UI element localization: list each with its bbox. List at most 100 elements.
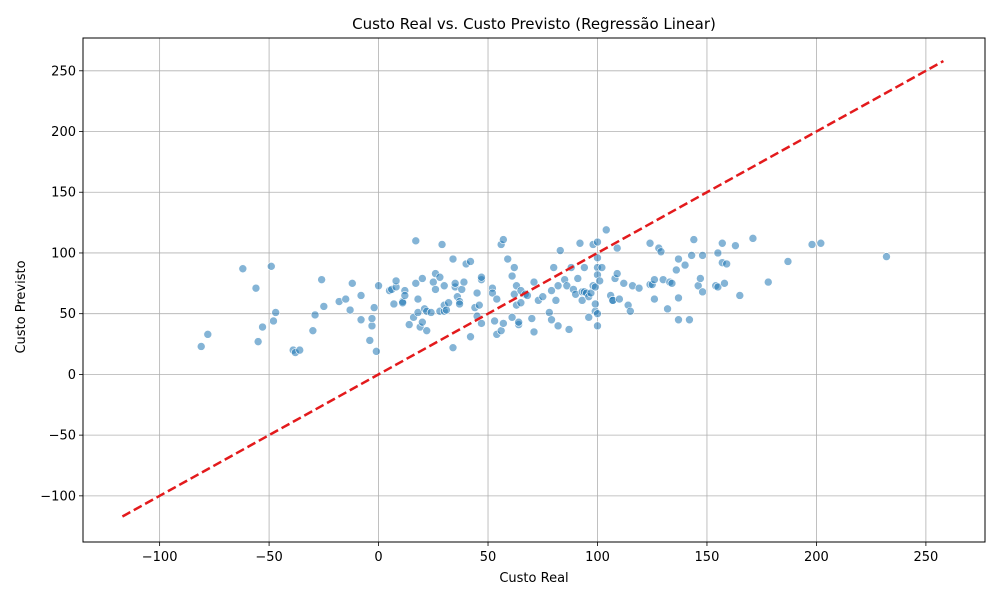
data-point [374,281,383,291]
data-point [516,298,526,308]
data-point [391,276,401,286]
data-point [656,247,666,257]
data-point [271,308,280,317]
data-point [455,299,464,309]
data-point [499,319,508,328]
y-axis-ticks: −100 −50 0 50 100 150 200 250 [40,64,83,504]
x-tick-label: −50 [255,550,282,565]
data-point [717,238,727,248]
data-point [696,274,705,283]
data-point [503,254,513,264]
data-point [196,342,206,351]
data-point [713,248,723,258]
data-point [367,314,377,323]
data-point [492,294,502,304]
data-point [538,292,548,301]
data-point [448,254,458,264]
chart-title: Custo Real vs. Custo Previsto (Regressão… [352,15,716,33]
data-point [490,316,499,326]
data-point [269,316,278,326]
data-point [680,260,690,270]
data-point [448,343,458,352]
data-point [667,279,677,288]
data-point [509,263,519,272]
data-point [317,275,326,284]
data-point [437,240,447,249]
data-point [203,330,213,339]
data-point [674,315,683,325]
data-point [431,285,440,294]
data-point [645,238,655,248]
data-point [398,298,407,308]
x-axis-label: Custo Real [499,571,568,586]
data-point [238,264,248,274]
data-point [713,282,723,292]
data-point [584,313,594,322]
data-point [545,308,554,317]
data-point [258,322,267,332]
data-point [369,303,379,312]
data-point [400,291,410,300]
data-point [562,281,572,291]
data-point [341,294,351,304]
data-point [650,294,659,304]
data-point [319,302,329,311]
data-point [356,315,366,325]
data-point [459,277,469,287]
data-point [308,326,318,335]
data-point [488,288,497,298]
data-point [547,286,556,295]
data-point [365,336,375,345]
data-point [593,253,602,263]
data-point [722,259,731,269]
data-points [196,225,891,357]
data-point [496,326,506,335]
data-point [573,274,583,283]
data-point [444,298,453,308]
data-point [626,306,635,316]
y-axis-label: Custo Previsto [14,260,29,353]
data-point [595,276,604,286]
data-point [735,291,745,300]
data-point [634,283,644,293]
data-point [367,321,377,331]
data-point [499,235,508,244]
data-point [466,257,475,266]
data-point [372,347,381,356]
data-point [763,277,773,287]
data-point [731,241,740,250]
data-point [687,251,696,260]
data-point [529,327,539,337]
plot-frame [82,37,986,543]
x-tick-label: 250 [913,550,938,565]
data-point [591,282,600,292]
data-point [411,236,421,246]
reference-line [121,59,945,518]
data-point [439,281,449,291]
data-point [507,313,517,322]
data-point [685,315,694,325]
data-point [422,326,432,335]
y-tick-label: −100 [40,489,76,504]
data-point [418,274,427,283]
data-point [553,321,563,331]
data-point [477,272,486,282]
grid-lines [83,38,985,542]
data-point [404,320,414,329]
data-point [310,310,320,320]
y-tick-label: 200 [51,125,76,140]
data-point [555,246,565,255]
data-point [720,279,729,288]
x-tick-label: 0 [374,550,382,565]
data-point [601,225,611,235]
x-tick-label: 50 [480,550,497,565]
data-point [748,234,758,243]
data-point [612,243,622,253]
x-tick-label: 150 [695,550,720,565]
data-point [549,263,559,272]
data-point [698,287,707,297]
y-tick-label: −50 [49,429,76,444]
data-point [426,308,436,317]
data-point [612,269,622,278]
